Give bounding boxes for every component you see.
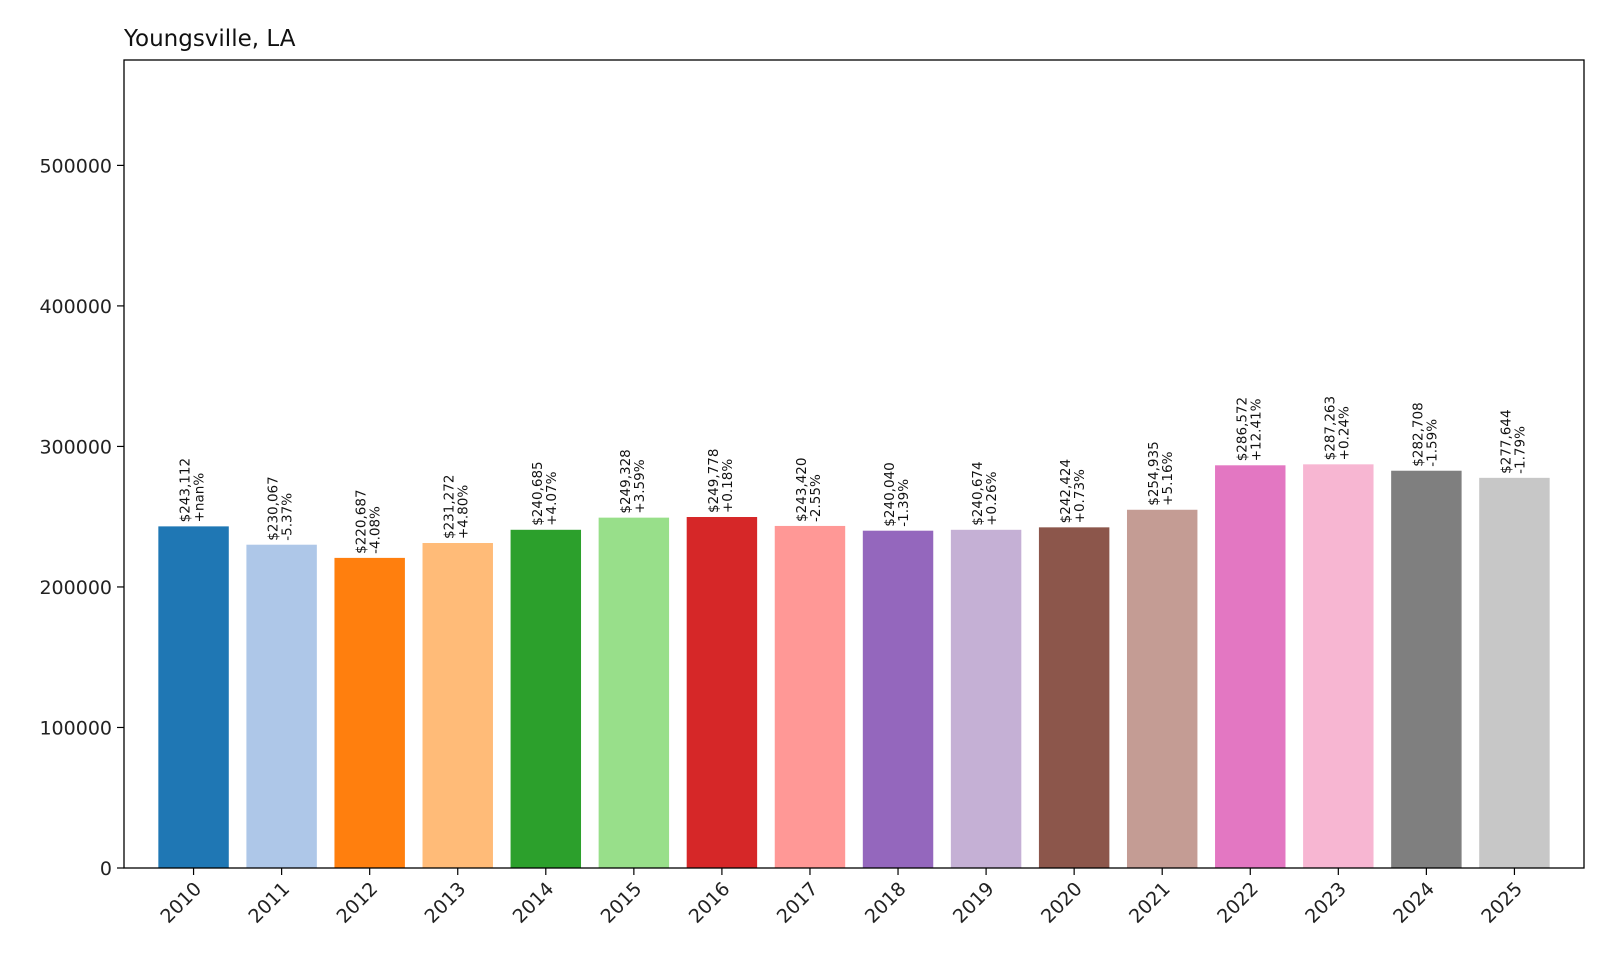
bar-2020 xyxy=(1038,527,1110,868)
bar-2024 xyxy=(1391,470,1462,868)
bars-layer xyxy=(158,464,1550,868)
y-tick-label-0: 0 xyxy=(100,858,112,880)
x-tick-label-2025: 2025 xyxy=(1477,878,1527,928)
bar-value-label-2019: $240,674+0.26% xyxy=(970,461,1000,525)
y-tick-label-200000: 200000 xyxy=(39,577,112,599)
bar-2011 xyxy=(246,544,317,868)
bar-2025 xyxy=(1479,477,1550,868)
bar-value-label-2023: $287,263+0.24% xyxy=(1322,396,1352,460)
bar-value-label-2017: $243,420-2.55% xyxy=(794,458,824,522)
bar-value-label-2015: $249,328+3.59% xyxy=(618,449,648,513)
bar-2013 xyxy=(422,543,493,868)
bar-2019 xyxy=(950,529,1022,868)
bar-value-label-2011: $230,067-5.37% xyxy=(266,476,296,540)
bar-value-label-2010: $243,112+nan% xyxy=(178,458,208,522)
bar-2010 xyxy=(158,526,229,868)
y-axis: 0 100000 200000 300000 400000 500000 xyxy=(39,155,124,880)
x-tick-label-2015: 2015 xyxy=(597,878,647,928)
bar-labels-layer: $243,112+nan% $230,067-5.37% $220,687-4.08… xyxy=(178,396,1529,554)
bar-value-label-2013: $231,272+4.80% xyxy=(442,475,472,539)
chart-title: Youngsville, LA xyxy=(123,26,296,52)
bar-value-label-2018: $240,040-1.39% xyxy=(882,462,912,526)
x-tick-label-2019: 2019 xyxy=(949,878,999,928)
bar-2015 xyxy=(598,517,670,868)
x-tick-label-2010: 2010 xyxy=(156,878,206,928)
x-tick-label-2023: 2023 xyxy=(1301,878,1351,928)
x-tick-label-2022: 2022 xyxy=(1213,878,1263,928)
x-axis: 2010 2011 2012 2013 2014 2015 2016 2017 2018 2019… xyxy=(156,868,1527,928)
bar-2021 xyxy=(1126,509,1198,868)
bar-value-label-2021: $254,935+5.16% xyxy=(1146,441,1176,505)
bar-2016 xyxy=(686,517,758,868)
x-tick-label-2021: 2021 xyxy=(1125,878,1175,928)
bar-value-label-2025: $277,644-1.79% xyxy=(1498,409,1528,473)
x-tick-label-2018: 2018 xyxy=(861,878,911,928)
bar-2023 xyxy=(1303,464,1374,868)
bar-2017 xyxy=(774,525,846,868)
bar-value-label-2014: $240,685+4.07% xyxy=(530,461,560,525)
bar-2018 xyxy=(862,530,934,868)
x-tick-label-2013: 2013 xyxy=(421,878,471,928)
y-tick-label-400000: 400000 xyxy=(39,296,112,318)
x-tick-label-2020: 2020 xyxy=(1037,878,1087,928)
x-tick-label-2017: 2017 xyxy=(773,878,823,928)
bar-value-label-2012: $220,687-4.08% xyxy=(354,489,384,553)
y-tick-label-500000: 500000 xyxy=(39,155,112,177)
bar-value-label-2016: $249,778+0.18% xyxy=(706,449,736,513)
bar-2014 xyxy=(510,529,582,868)
x-tick-label-2011: 2011 xyxy=(244,878,294,928)
bar-value-label-2020: $242,424+0.73% xyxy=(1058,459,1088,523)
bar-2012 xyxy=(334,557,405,868)
x-tick-label-2012: 2012 xyxy=(332,878,382,928)
y-tick-label-300000: 300000 xyxy=(39,436,112,458)
plot-frame xyxy=(123,59,1585,869)
x-tick-label-2016: 2016 xyxy=(685,878,735,928)
x-tick-label-2014: 2014 xyxy=(509,878,559,928)
bar-2022 xyxy=(1215,465,1286,868)
bar-value-label-2022: $286,572+12.41% xyxy=(1234,397,1264,461)
x-tick-label-2024: 2024 xyxy=(1389,878,1439,928)
bar-value-label-2024: $282,708-1.59% xyxy=(1410,402,1440,466)
y-tick-label-100000: 100000 xyxy=(39,717,112,739)
